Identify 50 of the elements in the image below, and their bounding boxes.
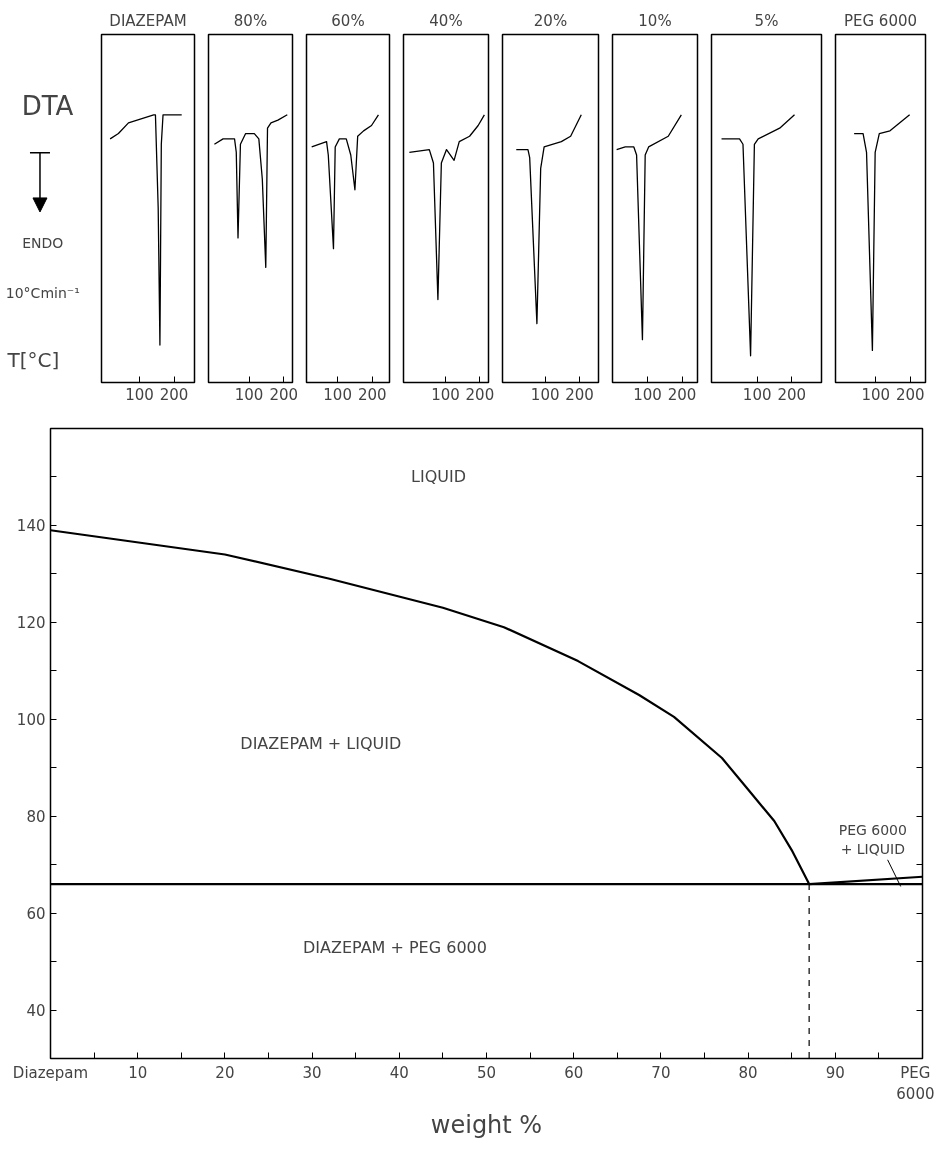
x-tick-label: 200 (269, 385, 299, 404)
y-tick-label: 120 (16, 614, 46, 633)
x-tick-label: 10 (128, 1063, 148, 1082)
x-tick-label: 100 (742, 385, 772, 404)
y-tick-label: 60 (26, 905, 46, 924)
chart-title: DIAZEPAM (109, 11, 187, 30)
chart-title: 5% (754, 11, 779, 30)
y-axis-title: DTA (21, 90, 74, 121)
x-tick-label: PEG 6000 (896, 1063, 934, 1104)
chart-title: PEG 6000 (843, 11, 918, 30)
chart-title: 80% (233, 11, 268, 30)
chart-title: 20% (533, 11, 568, 30)
x-tick-label: 200 (465, 385, 495, 404)
x-tick-label: 30 (302, 1063, 322, 1082)
chart-title: 60% (331, 11, 365, 30)
x-tick-label: 50 (476, 1063, 497, 1082)
x-tick-label: 100 (861, 385, 891, 404)
y-tick-label: 140 (16, 517, 46, 536)
x-tick-label: 200 (159, 385, 189, 404)
x-tick-label: 20 (215, 1063, 235, 1082)
annotation: DIAZEPAM + PEG 6000 (302, 937, 487, 957)
x-tick-label: 100 (234, 385, 264, 404)
x-tick-label: 40 (389, 1063, 409, 1082)
chart-title: 40% (429, 11, 463, 30)
x-tick-label: 70 (651, 1063, 671, 1082)
annotation: LIQUID (411, 467, 467, 487)
y-tick-label: 100 (16, 711, 46, 730)
x-tick-label: 200 (777, 385, 807, 404)
x-axis-title: weight % (430, 1111, 543, 1140)
x-tick-label: 60 (564, 1063, 584, 1082)
annotation: PEG 6000 + LIQUID (838, 822, 907, 858)
x-tick-label: 100 (323, 385, 352, 404)
x-tick-label: 100 (431, 385, 460, 404)
x-tick-label: 200 (565, 385, 594, 404)
x-axis-title: T[°C] (6, 348, 60, 373)
x-tick-label: 200 (667, 385, 697, 404)
text: 10°Cmin⁻¹ (5, 284, 80, 301)
x-tick-label: 100 (125, 385, 154, 404)
x-tick-label: 80 (738, 1063, 758, 1082)
y-tick-label: 40 (26, 1002, 46, 1021)
x-tick-label: 200 (357, 385, 387, 404)
x-tick-label: Diazepam (12, 1063, 89, 1082)
chart-title: 10% (638, 11, 672, 30)
x-tick-label: 90 (825, 1063, 845, 1082)
x-tick-label: 100 (633, 385, 662, 404)
y-tick-label: 80 (26, 808, 46, 827)
text: ENDO (22, 235, 64, 252)
x-tick-label: 100 (530, 385, 560, 404)
x-tick-label: 200 (896, 385, 925, 404)
annotation: DIAZEPAM + LIQUID (240, 734, 402, 753)
